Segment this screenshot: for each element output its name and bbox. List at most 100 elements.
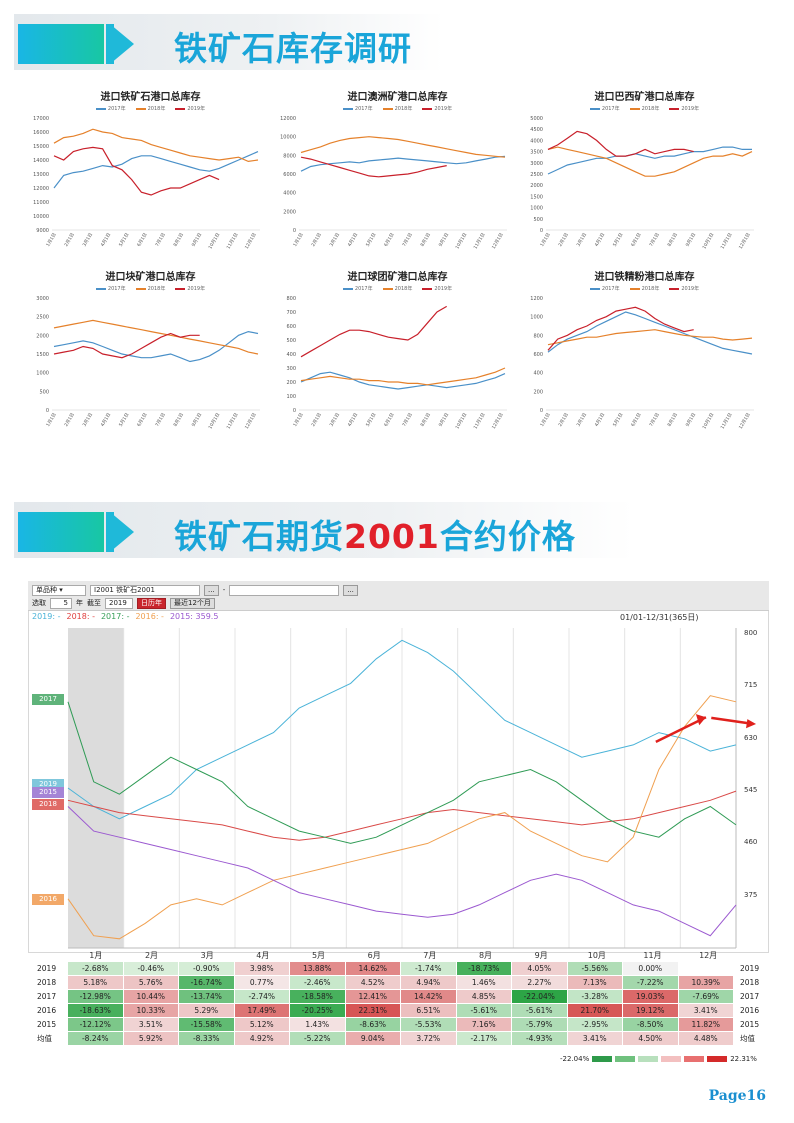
y-tick-label: 600 bbox=[286, 324, 296, 330]
more-button[interactable]: ... bbox=[204, 584, 219, 596]
mode-select[interactable]: 单品种 ▾ bbox=[32, 584, 86, 596]
row-year-label: 2019 bbox=[30, 961, 68, 976]
y-tick-label: 0 bbox=[293, 228, 296, 234]
y-tick-label: 8000 bbox=[283, 153, 296, 159]
calendar-year-button[interactable]: 日历年 bbox=[137, 597, 166, 609]
legend-entry: 2018年 bbox=[382, 286, 412, 292]
mini-chart: 进口铁矿石港口总库存 2017年 2018年 2019年 17000 16000 15000… bbox=[28, 88, 273, 263]
y-tick-label: 12000 bbox=[280, 116, 296, 122]
recent-12-months-button[interactable]: 最近12个月 bbox=[170, 597, 215, 609]
row-year-label: 2019 bbox=[733, 961, 770, 976]
y-tick-label: 0 bbox=[540, 408, 543, 414]
table-cell: -8.33% bbox=[178, 1031, 235, 1046]
table-cell: -8.63% bbox=[344, 1017, 401, 1032]
table-cell: 5.18% bbox=[67, 975, 124, 990]
legend-entry: 2019年 bbox=[422, 106, 452, 112]
mini-chart-title: 进口巴西矿港口总库存 bbox=[594, 92, 695, 103]
row-year-label: 均值 bbox=[733, 1031, 770, 1046]
series-line-2017 bbox=[67, 701, 737, 844]
current-month-band bbox=[68, 628, 124, 948]
legend-entry: 2018年 bbox=[382, 106, 412, 112]
table-cell: -0.46% bbox=[122, 961, 179, 976]
x-tick-label: 8月1日 bbox=[172, 412, 185, 428]
legend-entry: 2017年 bbox=[95, 106, 126, 112]
y-tick-label: 600 bbox=[533, 352, 543, 358]
table-cell bbox=[677, 961, 734, 976]
x-tick-label: 10月1日 bbox=[207, 232, 221, 250]
year-label: 年 bbox=[76, 599, 83, 607]
legend-item: 2018: - bbox=[66, 612, 95, 621]
x-tick-label: 12月1日 bbox=[244, 232, 258, 250]
table-cell: 0.77% bbox=[233, 975, 290, 990]
y-tick-label: 9000 bbox=[36, 228, 49, 234]
dash-label: - bbox=[222, 586, 226, 594]
table-cell: -12.12% bbox=[67, 1017, 124, 1032]
y-tick-label: 300 bbox=[286, 366, 296, 372]
x-tick-label: 6月1日 bbox=[630, 412, 643, 428]
x-tick-label: 2月1日 bbox=[63, 412, 76, 428]
mini-chart-plot: 5000450040003500300025002000150010005000… bbox=[530, 116, 754, 250]
table-cell: 5.29% bbox=[178, 1003, 235, 1018]
more-button-2[interactable]: ... bbox=[343, 584, 358, 596]
mini-chart: 进口巴西矿港口总库存 2017年 2018年 2019年 5000 4500 4000 350… bbox=[522, 88, 767, 263]
legend-entry: 2019年 bbox=[175, 286, 205, 292]
x-tick-label: 4月1日 bbox=[347, 412, 360, 428]
month-label: 12月 bbox=[699, 951, 717, 960]
x-tick-label: 9月1日 bbox=[685, 232, 698, 248]
series-line bbox=[547, 130, 694, 157]
table-cell: 10.39% bbox=[677, 975, 734, 990]
y-tick-label: 10000 bbox=[33, 214, 49, 220]
y-tick-label: 16000 bbox=[33, 130, 49, 136]
x-tick-label: 7月1日 bbox=[648, 412, 661, 428]
x-tick-label: 4月1日 bbox=[100, 232, 113, 248]
series-line bbox=[300, 305, 447, 358]
x-tick-label: 10月1日 bbox=[454, 232, 468, 250]
x-tick-label: 2月1日 bbox=[310, 232, 323, 248]
trend-arrow-icon bbox=[655, 716, 707, 743]
x-tick-label: 9月1日 bbox=[438, 412, 451, 428]
y-tick-label: 0 bbox=[293, 408, 296, 414]
legend-entry: 2017年 bbox=[95, 286, 126, 292]
series-line bbox=[547, 146, 752, 175]
legend-entry: 2017年 bbox=[589, 106, 620, 112]
monthly-change-table: 2019 -2.68% -0.46% -0.90% 3.98% 13.88% 14.62% -… bbox=[30, 961, 770, 1046]
table-cell: 0.00% bbox=[622, 961, 679, 976]
y-tick-label: 400 bbox=[286, 352, 296, 358]
table-cell: 4.05% bbox=[511, 961, 568, 976]
compare-input[interactable] bbox=[229, 584, 340, 596]
x-tick-label: 5月1日 bbox=[118, 232, 131, 248]
x-tick-label: 5月1日 bbox=[612, 412, 625, 428]
legend-entry: 2018年 bbox=[135, 106, 165, 112]
until-year-input[interactable]: 2019 bbox=[105, 597, 133, 609]
banner-arrow-icon bbox=[110, 24, 134, 64]
y-tick-label: 1000 bbox=[36, 371, 49, 377]
month-label: 2月 bbox=[145, 951, 158, 960]
row-year-label: 2017 bbox=[733, 989, 770, 1004]
x-tick-label: 4月1日 bbox=[594, 232, 607, 248]
series-line bbox=[300, 367, 506, 386]
y-tick-label: 545 bbox=[744, 786, 758, 795]
contract-input[interactable]: I2001 铁矿石2001 bbox=[90, 584, 200, 596]
table-cell: -4.93% bbox=[511, 1031, 568, 1046]
row-year-label: 2018 bbox=[733, 975, 770, 990]
table-cell: 3.51% bbox=[122, 1017, 179, 1032]
mini-chart-title: 进口铁精粉港口总库存 bbox=[594, 272, 695, 283]
y-tick-label: 2000 bbox=[530, 183, 543, 189]
x-tick-label: 11月1日 bbox=[720, 412, 734, 430]
table-cell: -13.74% bbox=[178, 989, 235, 1004]
y-tick-label: 375 bbox=[744, 890, 758, 899]
month-label: 1月 bbox=[89, 951, 102, 960]
table-cell: 7.16% bbox=[455, 1017, 512, 1032]
month-label: 6月 bbox=[368, 951, 381, 960]
x-tick-label: 3月1日 bbox=[329, 232, 342, 248]
section-title: 铁矿石库存调研 bbox=[174, 29, 412, 68]
x-tick-label: 8月1日 bbox=[666, 232, 679, 248]
pick-years-input[interactable]: 5 bbox=[50, 597, 72, 609]
x-tick-label: 1月1日 bbox=[45, 232, 58, 248]
table-cell: -2.68% bbox=[67, 961, 124, 976]
x-tick-label: 3月1日 bbox=[576, 412, 589, 428]
legend-entry: 2019年 bbox=[422, 286, 452, 292]
table-cell: -5.56% bbox=[566, 961, 623, 976]
